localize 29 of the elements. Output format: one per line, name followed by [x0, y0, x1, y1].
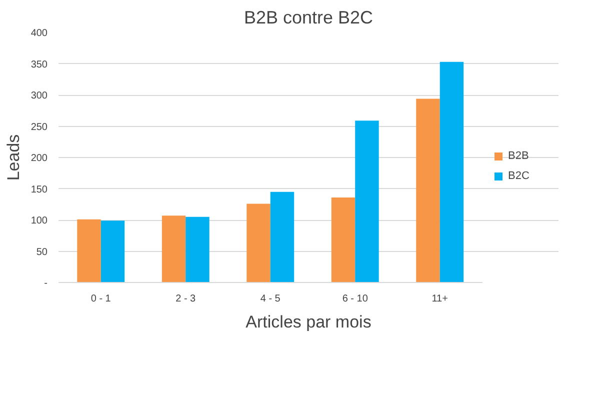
bar	[270, 192, 294, 282]
y-tick-label: 50	[36, 246, 48, 258]
y-tick-label: 250	[30, 122, 48, 133]
y-tick-label: -	[44, 278, 48, 289]
x-tick-label: 0 - 1	[90, 294, 112, 304]
x-tick-label: 2 - 3	[176, 294, 196, 304]
chart-title: B2B contre B2C	[244, 8, 374, 28]
bar	[355, 120, 379, 282]
x-tick-label: 11+	[432, 294, 448, 304]
y-tick-label: 350	[30, 59, 48, 70]
bar	[246, 204, 270, 282]
y-tick-label: 100	[30, 216, 48, 226]
y-tick-label: 400	[30, 28, 48, 39]
y-tick-label: 200	[30, 153, 48, 164]
x-tick-label: 6 - 10	[342, 294, 368, 304]
legend-label: B2C	[508, 170, 530, 182]
bar	[162, 216, 186, 282]
bar	[331, 198, 356, 282]
bar	[100, 220, 125, 282]
legend-label: B2B	[508, 150, 529, 162]
bar	[77, 219, 101, 282]
y-axis-title: Leads	[4, 134, 23, 181]
y-tick-label: 150	[30, 184, 48, 196]
bar	[440, 62, 464, 282]
bar	[186, 216, 210, 282]
bar	[416, 98, 440, 282]
x-tick-label: 4 - 5	[260, 294, 281, 304]
y-tick-label: 300	[30, 90, 48, 102]
x-axis-title: Articles par mois	[246, 312, 372, 332]
